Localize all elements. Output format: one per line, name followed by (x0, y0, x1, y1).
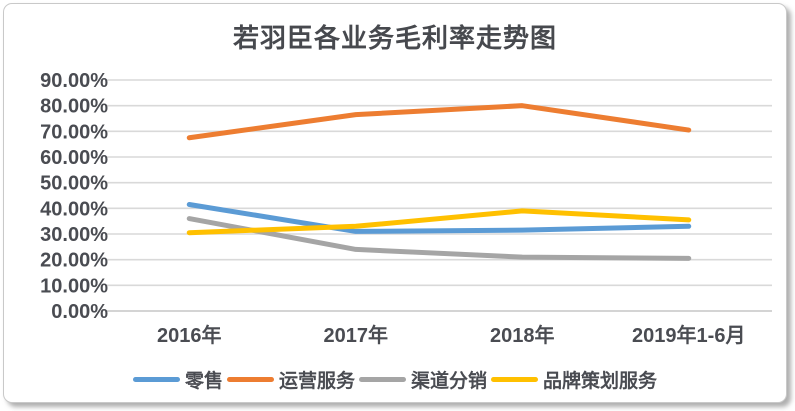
line-chart: 0.00% 10.00% 20.00% 30.00% 40.00% 50.00% 60.00… (40, 70, 772, 347)
x-tick-label: 2019年1-6月 (632, 323, 745, 347)
y-tick-label: 70.00% (40, 121, 108, 143)
legend-line-swatch (226, 377, 274, 382)
chart-title: 若羽臣各业务毛利率走势图 (232, 23, 557, 53)
series-line-零售 (186, 201, 692, 234)
series-line-品牌策划服务 (186, 208, 692, 236)
x-tick-label: 2018年 (490, 323, 555, 347)
y-tick-label: 80.00% (40, 96, 108, 118)
legend-line-swatch (491, 377, 539, 382)
chart-legend: 零售 运营服务 渠道分销 品牌策划服务 (4, 366, 786, 393)
y-tick-label: 30.00% (40, 224, 108, 246)
y-tick-label: 60.00% (40, 147, 108, 169)
y-tick-label: 90.00% (40, 70, 108, 92)
legend-line-swatch (359, 377, 406, 382)
y-tick-label: 20.00% (40, 250, 108, 272)
series-line-运营服务 (186, 103, 692, 141)
x-tick-label: 2017年 (324, 323, 389, 347)
legend-label: 运营服务 (278, 371, 355, 392)
y-tick-label: 10.00% (40, 275, 108, 297)
chart-card: 若羽臣各业务毛利率走势图 0.00% 10.00% 20.00% 30.00% 40.0… (3, 3, 787, 403)
legend-item: 运营服务 (226, 366, 355, 393)
series-line-渠道分销 (186, 216, 692, 261)
x-tick-label: 2016年 (157, 323, 222, 347)
legend-label: 品牌策划服务 (543, 371, 658, 392)
legend-line-swatch (132, 377, 180, 382)
y-tick-label: 50.00% (40, 173, 108, 195)
legend-item: 渠道分销 (359, 366, 487, 393)
y-tick-label: 40.00% (40, 198, 108, 220)
legend-label: 零售 (184, 371, 223, 392)
legend-label: 渠道分销 (411, 371, 488, 392)
legend-item: 零售 (132, 366, 223, 393)
y-tick-label: 0.00% (51, 301, 108, 323)
legend-item: 品牌策划服务 (491, 366, 657, 393)
